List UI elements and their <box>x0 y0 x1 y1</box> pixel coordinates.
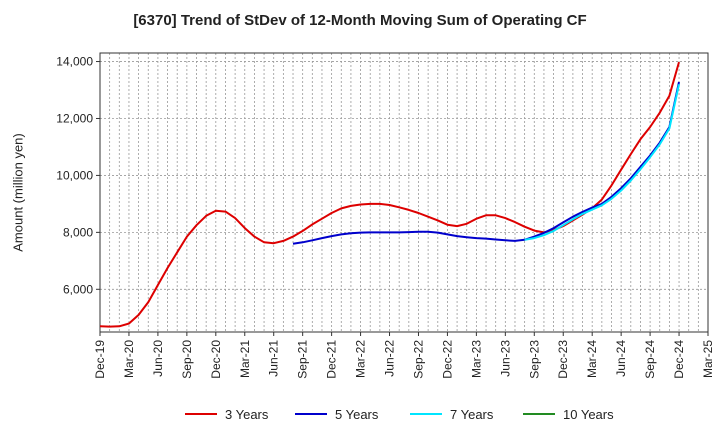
y-tick-label: 10,000 <box>56 168 93 182</box>
x-tick-label: Mar-23 <box>469 340 483 378</box>
x-tick-label: Jun-24 <box>614 340 628 377</box>
legend-label: 7 Years <box>450 407 494 422</box>
x-tick-label: Dec-21 <box>325 340 339 379</box>
series-line-2 <box>292 81 680 245</box>
plot-area <box>99 52 709 333</box>
legend-label: 5 Years <box>335 407 379 422</box>
y-tick-label: 14,000 <box>56 55 93 69</box>
y-tick-label: 6,000 <box>63 282 93 296</box>
y-axis-label: Amount (million yen) <box>10 133 25 252</box>
x-tick-label: Sep-20 <box>180 340 194 379</box>
x-tick-label: Jun-23 <box>498 340 512 377</box>
series-line-3 <box>524 84 680 241</box>
y-axis-ticks: 6,000 8,000 10,000 12,000 14,000 <box>56 55 100 296</box>
x-tick-label: Jun-20 <box>151 340 165 377</box>
y-tick-label: 12,000 <box>56 111 93 125</box>
series-lines <box>99 61 680 328</box>
x-tick-label: Jun-22 <box>383 340 397 377</box>
x-tick-label: Dec-19 <box>93 340 107 379</box>
x-tick-label: Dec-23 <box>556 340 570 379</box>
legend-label: 10 Years <box>563 407 614 422</box>
legend: 3 Years 5 Years 7 Years 10 Years <box>185 407 614 422</box>
x-tick-label: Sep-24 <box>643 340 657 379</box>
x-tick-label: Sep-21 <box>296 340 310 379</box>
y-tick-label: 8,000 <box>63 225 93 239</box>
x-tick-label: Mar-20 <box>122 340 136 378</box>
x-axis-ticks: Dec-19 Mar-20 Jun-20 Sep-20 Dec-20 Mar-21 Jun-… <box>93 332 715 379</box>
x-tick-label: Mar-22 <box>354 340 368 378</box>
x-tick-label: Mar-25 <box>701 340 715 378</box>
x-tick-label: Dec-24 <box>672 340 686 379</box>
x-tick-label: Sep-22 <box>411 340 425 379</box>
x-tick-label: Jun-21 <box>267 340 281 377</box>
chart-title: [6370] Trend of StDev of 12-Month Moving… <box>133 12 587 29</box>
x-tick-label: Dec-22 <box>440 340 454 379</box>
x-tick-label: Dec-20 <box>209 340 223 379</box>
x-tick-label: Sep-23 <box>527 340 541 379</box>
x-tick-label: Mar-24 <box>585 340 599 378</box>
legend-label: 3 Years <box>225 407 269 422</box>
x-tick-label: Mar-21 <box>238 340 252 378</box>
grid-lines <box>100 53 708 332</box>
